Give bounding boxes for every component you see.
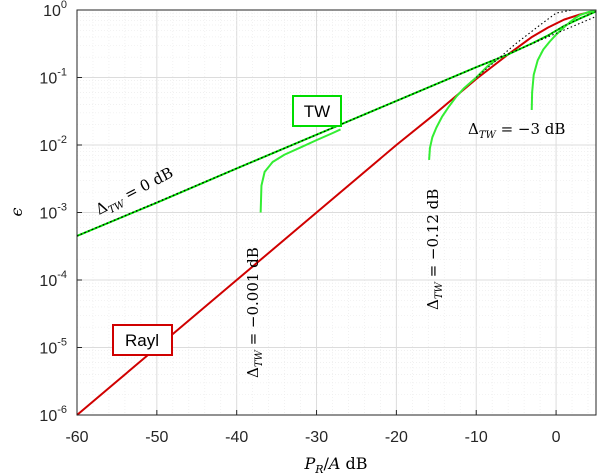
- x-tick-label: -40: [225, 429, 248, 446]
- y-tick-label: 10-6: [39, 404, 67, 425]
- y-tick-label: 10-3: [39, 202, 67, 223]
- series-line-4: [530, 9, 597, 111]
- tw-dotted-overlay: [76, 11, 597, 237]
- annotation-delta-0p001db: ΔTW = −0.001 dB: [244, 247, 265, 378]
- tick-layer: -60 -50 -40 -30 -20 -10 0 10-6 10-5 10-4 10-3 10-2 1…: [39, 0, 560, 446]
- y-tick-label: 10-4: [39, 269, 67, 290]
- y-tick-label: 100: [43, 0, 67, 20]
- annotation-delta-0p12db: ΔTW = −0.12 dB: [424, 189, 445, 310]
- series-line-6: [475, 9, 573, 78]
- series-layer: [76, 9, 597, 416]
- x-tick-label: -10: [465, 429, 488, 446]
- x-tick-label: -50: [145, 429, 168, 446]
- series-line-2: [259, 128, 341, 213]
- y-tick-label: 10-5: [39, 337, 67, 358]
- series-line-3: [428, 56, 501, 161]
- x-tick-label: -20: [385, 429, 408, 446]
- x-tick-label: -60: [65, 429, 88, 446]
- x-axis-label: PR/A dB: [303, 454, 367, 476]
- y-axis-label: ϵ: [7, 207, 26, 216]
- rayl-label-box: Rayl: [112, 324, 173, 356]
- annotation-delta-3db: ΔTW = −3 dB: [468, 120, 565, 141]
- series-line-0: [76, 9, 597, 416]
- x-tick-label: -30: [305, 429, 328, 446]
- y-tick-label: 10-1: [39, 67, 67, 88]
- y-tick-label: 10-2: [39, 134, 67, 155]
- svg-text:Rayl: Rayl: [125, 331, 159, 350]
- svg-text:TW: TW: [304, 102, 330, 121]
- tw-label-box: TW: [292, 95, 342, 127]
- x-tick-label: 0: [552, 429, 561, 446]
